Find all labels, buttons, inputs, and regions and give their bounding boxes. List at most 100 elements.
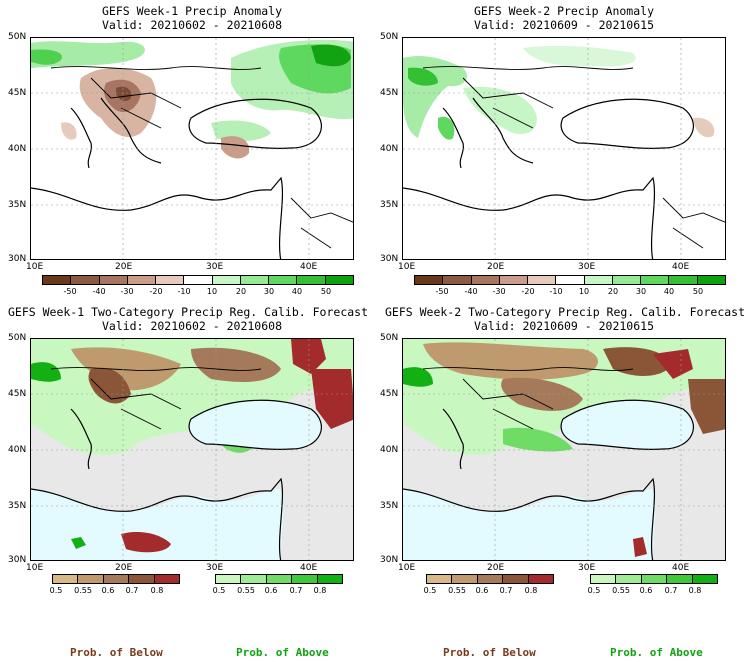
panel3-above-tick: 0.8 xyxy=(313,586,327,595)
panel2-tick: -40 xyxy=(464,287,478,296)
panel2-lon-20e: 20E xyxy=(487,262,505,272)
below-color-4 xyxy=(528,575,554,583)
anomaly-color-4 xyxy=(528,276,557,284)
panel1-lat-50n: 50N xyxy=(8,32,27,42)
panel1-lon-20e: 20E xyxy=(115,262,133,272)
panel3-above-tick: 0.6 xyxy=(264,586,278,595)
panel2-tick: 50 xyxy=(692,287,704,296)
panel3-prob-above-label: Prob. of Above xyxy=(236,646,329,659)
anomaly-color-5 xyxy=(556,276,585,284)
anomaly-color-3 xyxy=(499,276,529,284)
panel2-tick: -20 xyxy=(521,287,535,296)
anomaly-color-2 xyxy=(99,276,128,284)
panel1-tick: 40 xyxy=(291,287,303,296)
above-color-0 xyxy=(591,575,617,583)
anomaly-color-4 xyxy=(156,276,185,284)
panel3-above-tick: 0.5 xyxy=(212,586,226,595)
panel1-tick: -30 xyxy=(120,287,134,296)
below-color-0 xyxy=(53,575,79,583)
panel4-above-tick: 0.55 xyxy=(612,586,630,595)
above-color-1 xyxy=(616,575,642,583)
panel2-lon-30e: 30E xyxy=(578,262,596,272)
panel2-lon-10e: 10E xyxy=(398,262,416,272)
panel1-valid: Valid: 20210602 - 20210608 xyxy=(101,18,282,32)
anomaly-color-6 xyxy=(584,276,613,284)
anomaly-color-7 xyxy=(240,276,270,284)
panel1-tick: 30 xyxy=(263,287,275,296)
panel2-title: GEFS Week-2 Precip Anomaly xyxy=(473,4,654,18)
panel1-lon-40e: 40E xyxy=(300,262,318,272)
panel1-tick: -50 xyxy=(63,287,77,296)
panel4-above-tick: 0.7 xyxy=(664,586,678,595)
panel4-below-tick: 0.7 xyxy=(499,586,513,595)
panel2-lat-50n: 50N xyxy=(380,32,399,42)
panel2-tick: -50 xyxy=(435,287,449,296)
panel4-below-tick: 0.5 xyxy=(423,586,437,595)
panel4-lon-10e: 10E xyxy=(398,563,416,573)
panel4-above-tick: 0.8 xyxy=(688,586,702,595)
panel1-anomaly-colorbar xyxy=(42,275,354,285)
panel2-tick: 40 xyxy=(663,287,675,296)
above-color-0 xyxy=(216,575,242,583)
panel2-lat-30n: 30N xyxy=(380,254,399,264)
panel4-above-tick: 0.5 xyxy=(587,586,601,595)
anomaly-color-5 xyxy=(184,276,213,284)
panel4-below-tick: 0.55 xyxy=(448,586,466,595)
anomaly-color-1 xyxy=(443,276,472,284)
panel1-lat-35n: 35N xyxy=(8,200,27,210)
panel3-lon-40e: 40E xyxy=(300,563,318,573)
panel1-lat-40n: 40N xyxy=(8,144,27,154)
panel4-lon-20e: 20E xyxy=(487,563,505,573)
panel3-below-colorbar xyxy=(52,574,180,584)
anomaly-color-10 xyxy=(697,276,725,284)
panel2-anomaly-colorbar xyxy=(414,275,726,285)
anomaly-color-9 xyxy=(297,276,326,284)
panel2-tick: -30 xyxy=(492,287,506,296)
panel2-lon-40e: 40E xyxy=(672,262,690,272)
anomaly-color-2 xyxy=(471,276,500,284)
panel2-lat-35n: 35N xyxy=(380,200,399,210)
panel1-lon-30e: 30E xyxy=(206,262,224,272)
panel2-tick: 20 xyxy=(607,287,619,296)
anomaly-color-10 xyxy=(325,276,353,284)
panel2-tick: -10 xyxy=(549,287,563,296)
panel3-map xyxy=(30,338,354,561)
panel2-valid: Valid: 20210609 - 20210615 xyxy=(473,18,654,32)
panel4-prob-below-label: Prob. of Below xyxy=(443,646,536,659)
panel3-lon-20e: 20E xyxy=(115,563,133,573)
panel4-lon-40e: 40E xyxy=(672,563,690,573)
panel3-map-svg xyxy=(31,339,353,560)
panel3-valid: Valid: 20210602 - 20210608 xyxy=(101,319,282,333)
panel1-lon-10e: 10E xyxy=(26,262,44,272)
panel3-lat-40n: 40N xyxy=(8,445,27,455)
above-color-2 xyxy=(266,575,293,583)
panel3-lat-50n: 50N xyxy=(8,333,27,343)
panel2-tick: 30 xyxy=(635,287,647,296)
panel4-below-tick: 0.6 xyxy=(475,586,489,595)
anomaly-color-9 xyxy=(669,276,698,284)
panel3-below-tick: 0.7 xyxy=(125,586,139,595)
panel3-below-tick: 0.8 xyxy=(150,586,164,595)
above-color-1 xyxy=(241,575,267,583)
panel4-lat-50n: 50N xyxy=(380,333,399,343)
panel1-lat-30n: 30N xyxy=(8,254,27,264)
panel4-lon-30e: 30E xyxy=(578,563,596,573)
below-color-3 xyxy=(129,575,155,583)
panel1-tick: 10 xyxy=(206,287,218,296)
below-color-0 xyxy=(427,575,453,583)
panel4-prob-above-label: Prob. of Above xyxy=(610,646,703,659)
anomaly-color-8 xyxy=(269,276,298,284)
panel1-map xyxy=(30,37,354,260)
panel2-lat-40n: 40N xyxy=(380,144,399,154)
panel4-lat-45n: 45N xyxy=(380,389,399,399)
panel3-above-tick: 0.7 xyxy=(289,586,303,595)
panel3-below-tick: 0.55 xyxy=(74,586,92,595)
above-color-4 xyxy=(317,575,343,583)
panel3-lat-35n: 35N xyxy=(8,501,27,511)
above-color-3 xyxy=(667,575,693,583)
below-color-2 xyxy=(477,575,504,583)
panel1-title: GEFS Week-1 Precip Anomaly xyxy=(101,4,282,18)
anomaly-color-8 xyxy=(641,276,670,284)
panel4-lat-35n: 35N xyxy=(380,501,399,511)
panel4-lat-30n: 30N xyxy=(380,555,399,565)
